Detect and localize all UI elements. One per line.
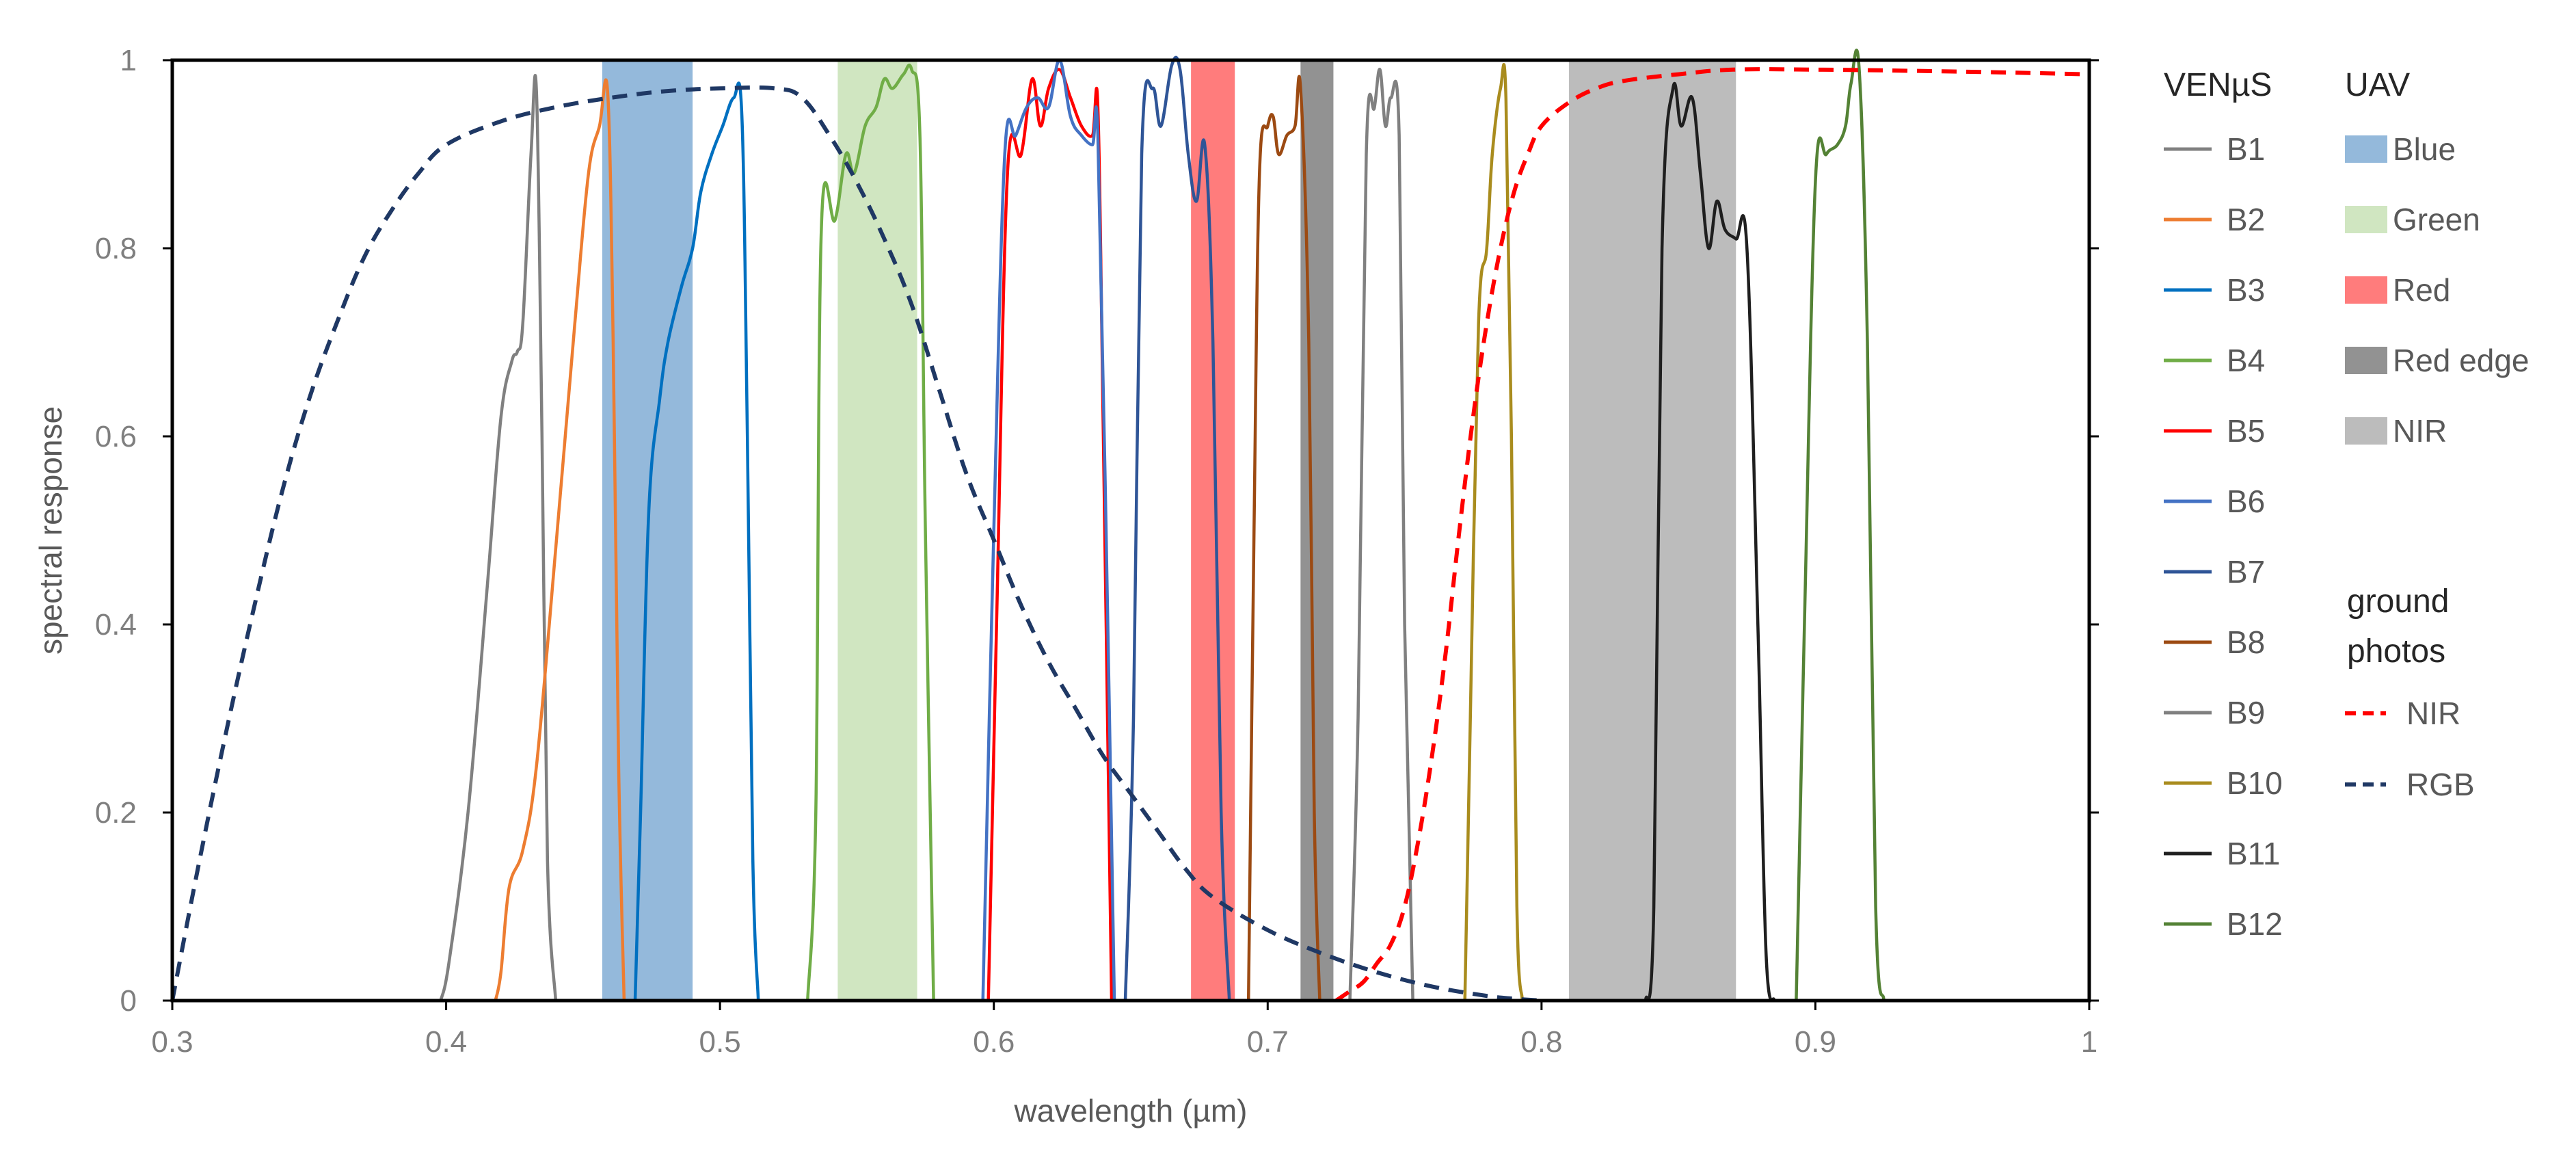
legend: VENµS UAV ground photos B1 B2 B3 B4 B5 B6 B7 B8… bbox=[2164, 67, 2530, 942]
legend-label-b11: B11 bbox=[2227, 836, 2280, 871]
legend-label-b9: B9 bbox=[2227, 695, 2265, 730]
x-tick-label: 0.6 bbox=[973, 1025, 1015, 1059]
series-line-b7 bbox=[1123, 55, 1231, 1003]
series-line-b8 bbox=[1246, 75, 1321, 1003]
ground-photo-curve-rgb bbox=[170, 85, 1542, 1003]
legend-swatch-uav-red-edge bbox=[2345, 347, 2387, 374]
legend-label-uav-nir: NIR bbox=[2393, 413, 2447, 449]
legend-label-uav-red: Red bbox=[2393, 272, 2450, 308]
x-tick-label: 0.5 bbox=[699, 1025, 741, 1059]
series-line-b4 bbox=[806, 64, 935, 1003]
series-line-b11 bbox=[1643, 81, 1776, 1003]
legend-label-uav-blue: Blue bbox=[2393, 131, 2456, 167]
y-tick-label: 0.6 bbox=[95, 420, 137, 453]
x-tick-label: 1 bbox=[2081, 1025, 2097, 1059]
uav-band-nir bbox=[1568, 60, 1736, 1001]
y-tick-label: 0.8 bbox=[95, 232, 137, 265]
legend-label-ground-nir: NIR bbox=[2406, 696, 2460, 731]
ground-photo-curve-nir bbox=[1334, 67, 2090, 1003]
series-line-b3 bbox=[633, 81, 760, 1003]
y-axis-title: spectral response bbox=[33, 406, 68, 655]
y-tick-label: 1 bbox=[120, 44, 137, 77]
series-line-b9 bbox=[1348, 68, 1414, 1003]
legend-label-b3: B3 bbox=[2227, 272, 2265, 308]
legend-label-b8: B8 bbox=[2227, 624, 2265, 660]
x-tick-label: 0.4 bbox=[425, 1025, 467, 1059]
legend-label-uav-green: Green bbox=[2393, 202, 2480, 237]
x-tick-label: 0.3 bbox=[151, 1025, 193, 1059]
uav-band-layer bbox=[602, 60, 1736, 1001]
legend-label-uav-red-edge: Red edge bbox=[2393, 343, 2530, 378]
legend-label-b7: B7 bbox=[2227, 554, 2265, 590]
legend-swatch-uav-green bbox=[2345, 206, 2387, 233]
legend-header-ground-2: photos bbox=[2347, 633, 2445, 670]
legend-header-uav: UAV bbox=[2345, 67, 2410, 103]
legend-header-ground-1: ground bbox=[2347, 583, 2449, 620]
series-line-b2 bbox=[494, 78, 626, 1003]
y-tick-label: 0.4 bbox=[95, 608, 137, 642]
legend-swatch-uav-blue bbox=[2345, 135, 2387, 163]
legend-label-b4: B4 bbox=[2227, 343, 2265, 378]
series-layer bbox=[170, 49, 2090, 1003]
uav-band-red bbox=[1191, 60, 1235, 1001]
x-tick-label: 0.9 bbox=[1795, 1025, 1836, 1059]
legend-label-ground-rgb: RGB bbox=[2406, 767, 2475, 802]
legend-swatch-uav-red bbox=[2345, 276, 2387, 304]
x-tick-label: 0.8 bbox=[1520, 1025, 1562, 1059]
y-tick-label: 0 bbox=[120, 984, 137, 1018]
legend-label-b12: B12 bbox=[2227, 906, 2283, 942]
legend-label-b1: B1 bbox=[2227, 131, 2265, 167]
x-axis-title: wavelength (µm) bbox=[1014, 1093, 1248, 1128]
axis-ticks: 0.3 0.4 0.5 0.6 0.7 0.8 0.9 1 0 0.2 0.4 0.6 0.8 1 bbox=[95, 44, 2099, 1059]
legend-label-b5: B5 bbox=[2227, 413, 2265, 449]
series-line-b10 bbox=[1463, 63, 1525, 1003]
legend-label-b10: B10 bbox=[2227, 765, 2283, 801]
legend-swatch-uav-nir bbox=[2345, 417, 2387, 445]
series-line-b6 bbox=[981, 58, 1116, 1003]
plot-area-frame bbox=[170, 58, 2091, 1003]
y-tick-label: 0.2 bbox=[95, 796, 137, 830]
series-line-b1 bbox=[439, 73, 558, 1003]
x-tick-label: 0.7 bbox=[1247, 1025, 1289, 1059]
legend-label-b2: B2 bbox=[2227, 202, 2265, 237]
series-line-b12 bbox=[1795, 49, 1886, 1003]
legend-label-b6: B6 bbox=[2227, 484, 2265, 519]
legend-header-venus: VENµS bbox=[2164, 67, 2272, 103]
uav-band-green bbox=[837, 60, 917, 1001]
